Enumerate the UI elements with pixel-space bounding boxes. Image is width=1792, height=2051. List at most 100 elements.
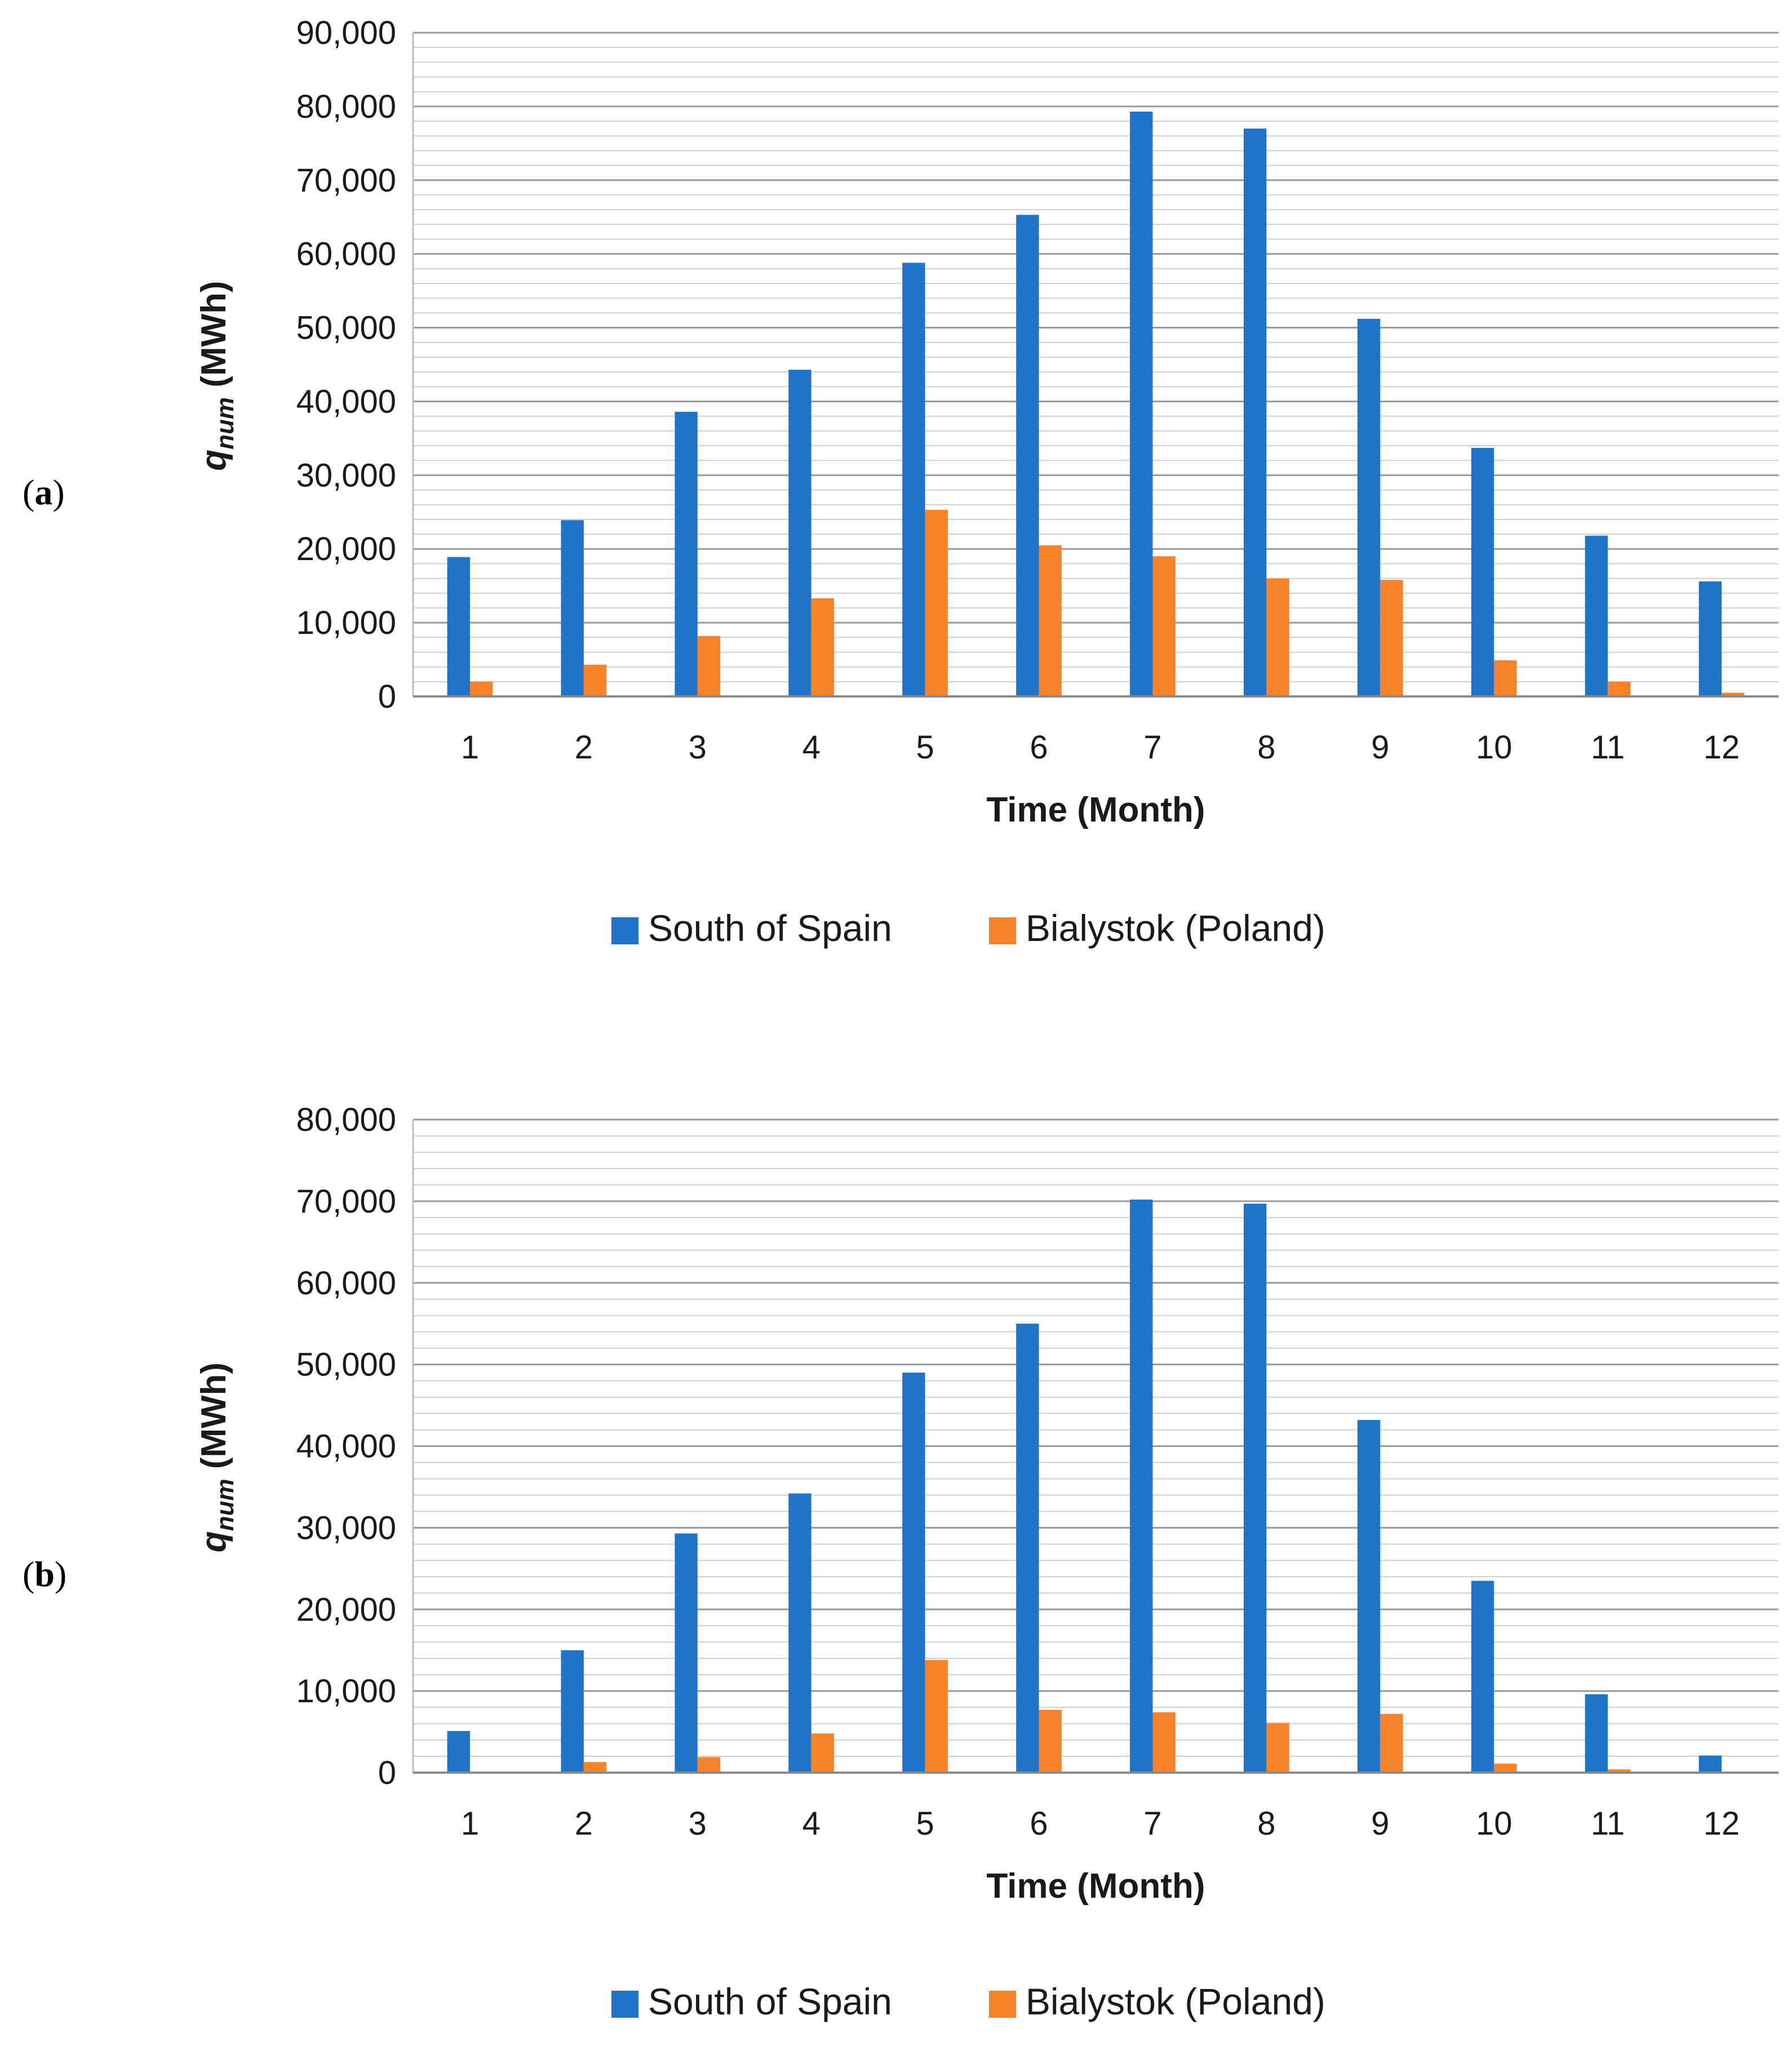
y-tick-label: 70,000 bbox=[296, 162, 396, 199]
bar-south-of-spain-month-7 bbox=[1130, 112, 1153, 697]
x-tick-label: 5 bbox=[916, 729, 934, 766]
x-tick-label: 10 bbox=[1476, 729, 1512, 766]
x-tick-label: 1 bbox=[461, 1805, 479, 1842]
bar-bialystok-month-6 bbox=[1039, 1710, 1062, 1773]
bar-south-of-spain-month-2 bbox=[561, 520, 584, 696]
legend-swatch-bialystok bbox=[989, 917, 1016, 944]
bar-bialystok-month-5 bbox=[925, 1660, 948, 1773]
bar-bialystok-month-6 bbox=[1039, 545, 1062, 696]
bar-bialystok-month-2 bbox=[583, 1762, 607, 1773]
bar-south-of-spain-month-11 bbox=[1585, 535, 1608, 696]
bar-bialystok-month-5 bbox=[925, 509, 948, 696]
y-tick-label: 20,000 bbox=[296, 1591, 396, 1628]
x-tick-label: 1 bbox=[461, 729, 479, 766]
x-tick-label: 10 bbox=[1476, 1805, 1512, 1842]
bar-south-of-spain-month-6 bbox=[1016, 215, 1039, 696]
legend: South of Spain Bialystok (Poland) bbox=[611, 907, 1325, 949]
bars bbox=[447, 1200, 1722, 1773]
bar-bialystok-month-8 bbox=[1266, 578, 1289, 696]
bar-south-of-spain-month-10 bbox=[1471, 1581, 1494, 1773]
x-axis-title: Time (Month) bbox=[986, 791, 1205, 829]
x-tick-label: 7 bbox=[1143, 729, 1161, 766]
legend: South of Spain Bialystok (Poland) bbox=[611, 1981, 1325, 2022]
x-tick-label: 9 bbox=[1371, 1805, 1389, 1842]
bar-south-of-spain-month-3 bbox=[675, 1533, 698, 1773]
x-tick-label: 12 bbox=[1704, 1805, 1740, 1842]
x-tick-label: 11 bbox=[1591, 729, 1625, 766]
bar-bialystok-month-7 bbox=[1152, 556, 1176, 696]
legend-label-south-of-spain: South of Spain bbox=[648, 1981, 892, 2022]
x-tick-label: 2 bbox=[575, 729, 593, 766]
chart-panel-a: (a) 0 10,000 20,000 30,000 40,000 50,000 60,000… bbox=[23, 15, 1778, 949]
x-tick-label: 8 bbox=[1257, 729, 1275, 766]
bar-south-of-spain-month-4 bbox=[788, 370, 811, 696]
gridlines bbox=[413, 32, 1778, 698]
bar-south-of-spain-month-8 bbox=[1244, 128, 1267, 696]
y-tick-label: 40,000 bbox=[296, 383, 396, 420]
bar-bialystok-month-9 bbox=[1380, 1713, 1403, 1773]
bar-south-of-spain-month-2 bbox=[561, 1650, 584, 1773]
y-axis-title: qnum (MWh) bbox=[194, 281, 239, 470]
legend-label-bialystok: Bialystok (Poland) bbox=[1026, 1981, 1325, 2022]
y-tick-label: 90,000 bbox=[296, 15, 396, 51]
bar-south-of-spain-month-12 bbox=[1698, 581, 1722, 696]
bar-south-of-spain-month-7 bbox=[1130, 1200, 1153, 1773]
y-tick-label: 70,000 bbox=[296, 1183, 396, 1220]
legend-swatch-bialystok bbox=[989, 1991, 1016, 2018]
x-axis-title: Time (Month) bbox=[986, 1867, 1205, 1906]
legend-label-bialystok: Bialystok (Poland) bbox=[1026, 907, 1325, 949]
bar-bialystok-month-9 bbox=[1380, 580, 1403, 696]
bar-bialystok-month-8 bbox=[1266, 1723, 1289, 1773]
bar-bialystok-month-4 bbox=[811, 598, 835, 696]
bar-bialystok-month-3 bbox=[697, 636, 721, 696]
y-tick-label: 50,000 bbox=[296, 1347, 396, 1383]
bar-south-of-spain-month-4 bbox=[788, 1493, 811, 1773]
x-tick-label: 2 bbox=[575, 1805, 593, 1842]
x-tick-label: 3 bbox=[689, 1805, 707, 1842]
bar-bialystok-month-4 bbox=[811, 1733, 835, 1773]
x-tick-label: 4 bbox=[802, 1805, 820, 1842]
y-tick-label: 30,000 bbox=[296, 457, 396, 494]
y-tick-label: 10,000 bbox=[296, 1673, 396, 1710]
bar-south-of-spain-month-9 bbox=[1357, 318, 1381, 696]
y-tick-label: 0 bbox=[378, 678, 396, 715]
bar-south-of-spain-month-1 bbox=[447, 1731, 470, 1773]
bar-south-of-spain-month-5 bbox=[902, 263, 925, 696]
bar-bialystok-month-10 bbox=[1494, 660, 1517, 696]
bar-bialystok-month-3 bbox=[697, 1757, 721, 1773]
chart-panel-b: (b) 0 10,000 20,000 30,000 40,000 50,000 60,000… bbox=[23, 1102, 1778, 2022]
bar-south-of-spain-month-12 bbox=[1698, 1755, 1722, 1773]
x-tick-label: 3 bbox=[689, 729, 707, 766]
bar-south-of-spain-month-10 bbox=[1471, 447, 1494, 696]
bar-south-of-spain-month-6 bbox=[1016, 1324, 1039, 1773]
bar-bialystok-month-11 bbox=[1608, 1769, 1631, 1773]
x-tick-label: 4 bbox=[802, 729, 820, 766]
y-tick-label: 60,000 bbox=[296, 1265, 396, 1302]
bar-south-of-spain-month-8 bbox=[1244, 1204, 1267, 1773]
x-tick-label: 6 bbox=[1030, 729, 1048, 766]
bar-bialystok-month-12 bbox=[1722, 692, 1745, 696]
x-tick-label: 6 bbox=[1030, 1805, 1048, 1842]
legend-label-south-of-spain: South of Spain bbox=[648, 907, 892, 949]
bar-bialystok-month-2 bbox=[583, 664, 607, 696]
y-tick-label: 20,000 bbox=[296, 531, 396, 567]
bar-bialystok-month-7 bbox=[1152, 1712, 1176, 1773]
bar-bialystok-month-1 bbox=[470, 681, 493, 696]
y-tick-label: 80,000 bbox=[296, 88, 396, 125]
y-axis-title: qnum (MWh) bbox=[194, 1362, 239, 1552]
bar-south-of-spain-month-1 bbox=[447, 557, 470, 696]
x-tick-label: 8 bbox=[1257, 1805, 1275, 1842]
x-tick-label: 12 bbox=[1704, 729, 1740, 766]
bar-south-of-spain-month-3 bbox=[675, 411, 698, 696]
bar-south-of-spain-month-9 bbox=[1357, 1420, 1381, 1773]
legend-swatch-south-of-spain bbox=[611, 1991, 638, 2018]
y-tick-label: 40,000 bbox=[296, 1428, 396, 1465]
bar-bialystok-month-10 bbox=[1494, 1764, 1517, 1773]
y-tick-label: 50,000 bbox=[296, 310, 396, 347]
x-tick-label: 9 bbox=[1371, 729, 1389, 766]
y-tick-label: 0 bbox=[378, 1755, 396, 1791]
panel-label: (a) bbox=[23, 472, 65, 512]
y-tick-label: 10,000 bbox=[296, 605, 396, 641]
y-tick-label: 80,000 bbox=[296, 1102, 396, 1138]
bar-south-of-spain-month-5 bbox=[902, 1373, 925, 1773]
